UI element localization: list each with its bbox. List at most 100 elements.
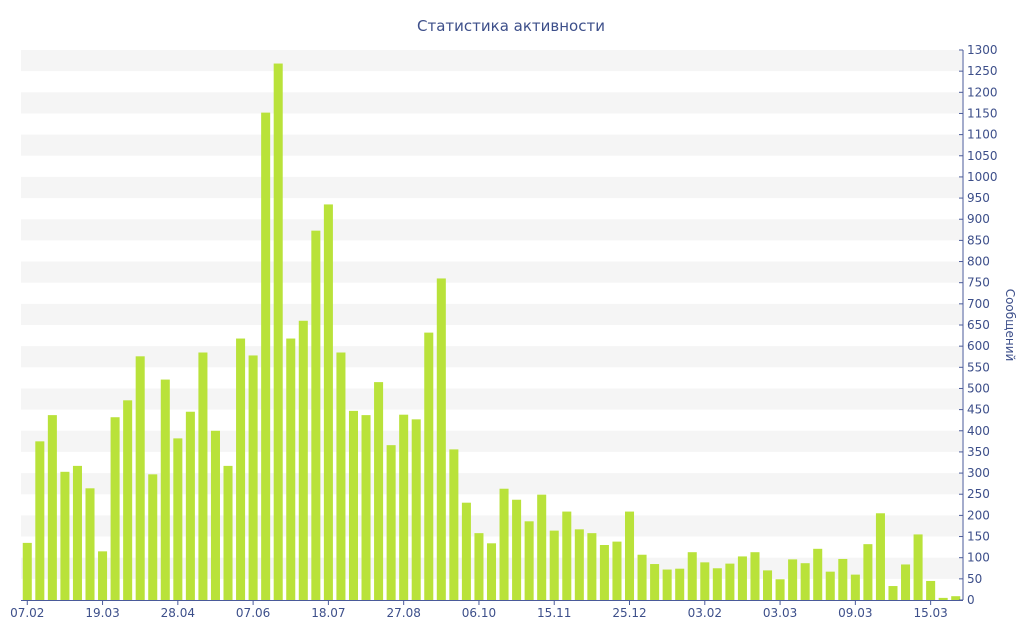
bar[interactable] bbox=[763, 570, 773, 600]
bar[interactable] bbox=[386, 445, 396, 600]
y-tick-label: 300 bbox=[967, 466, 990, 480]
bar[interactable] bbox=[323, 204, 333, 600]
bar[interactable] bbox=[311, 230, 321, 600]
bar[interactable] bbox=[474, 533, 484, 600]
bar[interactable] bbox=[813, 548, 823, 600]
bar[interactable] bbox=[47, 415, 57, 600]
bar[interactable] bbox=[825, 571, 835, 600]
bar[interactable] bbox=[210, 430, 220, 600]
y-tick-label: 1150 bbox=[967, 106, 998, 120]
bar[interactable] bbox=[712, 568, 722, 600]
bar[interactable] bbox=[537, 494, 547, 600]
x-tick-label: 07.06 bbox=[236, 606, 270, 620]
grid-band bbox=[21, 134, 962, 156]
grid-band bbox=[21, 219, 962, 241]
x-tick-label: 25.12 bbox=[612, 606, 646, 620]
y-tick-label: 550 bbox=[967, 360, 990, 374]
y-tick-label: 700 bbox=[967, 297, 990, 311]
bar[interactable] bbox=[512, 499, 522, 600]
bar[interactable] bbox=[637, 554, 647, 600]
bar[interactable] bbox=[612, 541, 622, 600]
bar[interactable] bbox=[449, 449, 459, 600]
bar[interactable] bbox=[750, 552, 760, 600]
bar[interactable] bbox=[662, 569, 672, 600]
bar[interactable] bbox=[838, 558, 848, 600]
bar[interactable] bbox=[486, 543, 497, 600]
bar[interactable] bbox=[926, 580, 936, 600]
bar[interactable] bbox=[700, 562, 710, 600]
bar[interactable] bbox=[198, 352, 208, 601]
y-tick-label: 650 bbox=[967, 318, 990, 332]
bar[interactable] bbox=[298, 320, 308, 600]
bar[interactable] bbox=[938, 597, 948, 600]
bar[interactable] bbox=[687, 552, 697, 600]
bar[interactable] bbox=[499, 488, 509, 600]
bar[interactable] bbox=[160, 379, 170, 600]
bar[interactable] bbox=[236, 338, 246, 600]
bar[interactable] bbox=[286, 338, 296, 600]
bar[interactable] bbox=[951, 596, 961, 600]
bar[interactable] bbox=[850, 574, 860, 600]
bar[interactable] bbox=[675, 568, 685, 600]
bar[interactable] bbox=[185, 411, 195, 600]
bar[interactable] bbox=[110, 417, 120, 600]
bar[interactable] bbox=[223, 465, 233, 600]
bar[interactable] bbox=[863, 544, 873, 600]
bar[interactable] bbox=[348, 410, 359, 600]
bar[interactable] bbox=[135, 356, 145, 600]
bar[interactable] bbox=[574, 529, 584, 600]
grid-bands bbox=[21, 50, 962, 579]
bar[interactable] bbox=[901, 564, 911, 600]
grid-band bbox=[21, 346, 962, 368]
chart-title: Статистика активности bbox=[417, 17, 605, 35]
bar[interactable] bbox=[22, 542, 32, 600]
bar[interactable] bbox=[725, 563, 735, 600]
bar[interactable] bbox=[549, 530, 559, 600]
bar[interactable] bbox=[524, 521, 534, 600]
bar[interactable] bbox=[411, 419, 421, 600]
bar[interactable] bbox=[788, 559, 798, 600]
bar[interactable] bbox=[436, 278, 446, 600]
y-tick-label: 900 bbox=[967, 212, 990, 226]
bar[interactable] bbox=[399, 414, 409, 600]
x-tick-label: 28.04 bbox=[161, 606, 195, 620]
y-tick-label: 0 bbox=[967, 593, 975, 607]
bar[interactable] bbox=[775, 579, 785, 600]
x-tick-label: 27.08 bbox=[386, 606, 420, 620]
bar[interactable] bbox=[248, 355, 258, 600]
bar[interactable] bbox=[875, 513, 885, 600]
bar[interactable] bbox=[35, 441, 45, 600]
x-tick-label: 06.10 bbox=[462, 606, 496, 620]
bar[interactable] bbox=[336, 352, 346, 601]
y-tick-label: 800 bbox=[967, 255, 990, 269]
bar[interactable] bbox=[123, 400, 133, 600]
bar[interactable] bbox=[98, 551, 108, 600]
y-tick-label: 600 bbox=[967, 339, 990, 353]
bar[interactable] bbox=[60, 471, 70, 600]
bar[interactable] bbox=[800, 563, 810, 600]
grid-band bbox=[21, 92, 962, 114]
bar[interactable] bbox=[173, 438, 183, 600]
bar[interactable] bbox=[913, 534, 923, 600]
bar[interactable] bbox=[424, 332, 434, 600]
bar[interactable] bbox=[587, 533, 597, 600]
bar[interactable] bbox=[624, 511, 635, 600]
x-tick-label: 03.02 bbox=[688, 606, 722, 620]
bar[interactable] bbox=[737, 556, 747, 600]
bar[interactable] bbox=[461, 502, 471, 600]
bar[interactable] bbox=[361, 415, 371, 600]
bar[interactable] bbox=[273, 63, 283, 601]
bar[interactable] bbox=[650, 564, 660, 600]
y-tick-label: 200 bbox=[967, 508, 990, 522]
bar[interactable] bbox=[148, 474, 158, 600]
bar[interactable] bbox=[85, 488, 95, 600]
bar[interactable] bbox=[261, 112, 271, 600]
bar[interactable] bbox=[888, 586, 898, 600]
x-axis: 07.02 19.03 28.04 07.06 18.07 27.08 06.10 15.11… bbox=[10, 600, 963, 620]
bar[interactable] bbox=[599, 545, 609, 600]
x-tick-label: 07.02 bbox=[10, 606, 44, 620]
bar[interactable] bbox=[562, 511, 572, 600]
bar[interactable] bbox=[374, 382, 384, 600]
bar[interactable] bbox=[72, 465, 82, 600]
